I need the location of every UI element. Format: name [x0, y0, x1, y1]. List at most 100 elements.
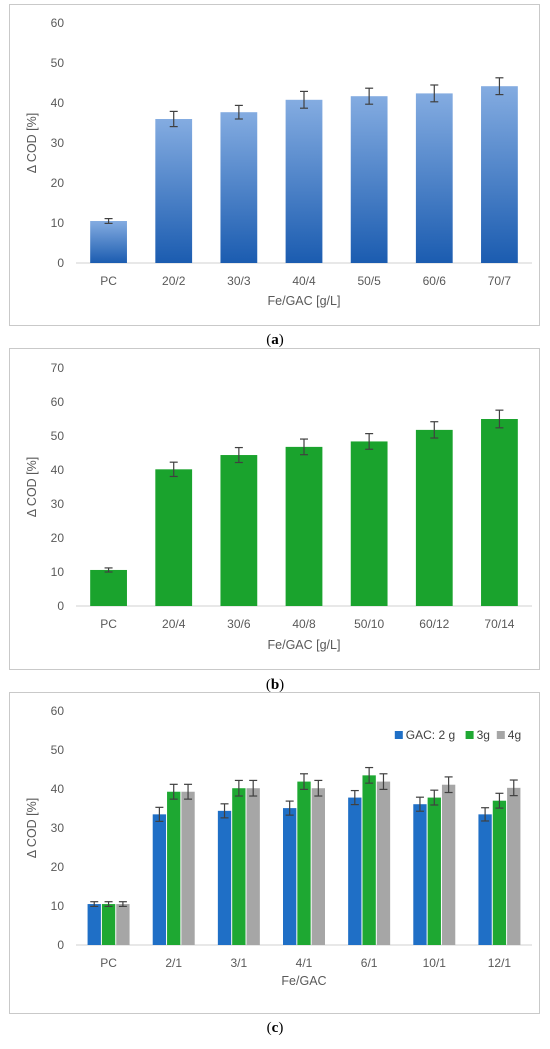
y-tick-label: 50: [51, 429, 65, 443]
bar: [181, 791, 195, 945]
legend-label: 4g: [508, 728, 521, 742]
x-axis-title: Fe/GAC [g/L]: [268, 294, 341, 308]
y-tick-label: 40: [51, 463, 65, 477]
y-tick-label: 40: [51, 782, 65, 796]
x-tick-label: 70/7: [488, 274, 512, 288]
bar: [350, 96, 388, 263]
bar: [167, 791, 181, 945]
bar: [415, 93, 453, 264]
legend-swatch: [465, 731, 474, 739]
y-tick-label: 10: [51, 216, 65, 230]
y-tick-label: 50: [51, 56, 65, 70]
bar: [348, 797, 362, 945]
chart-panel-b: 0 10 20 30 40 50 60 70 PC 20/4 30/6 40/8 50/10 60/12 7…: [9, 348, 540, 670]
x-tick-label: 20/4: [162, 617, 186, 631]
y-tick-label: 60: [51, 704, 65, 718]
bar: [413, 804, 427, 945]
bar: [217, 810, 232, 945]
y-tick-label: 70: [51, 361, 65, 375]
bar: [481, 86, 518, 263]
bar: [478, 814, 492, 945]
bar: [492, 800, 507, 945]
chart-a-svg: 0 10 20 30 40 50 60 PC 20/2 30/3 40/4 50/5 60/6 70/7 F…: [25, 16, 532, 308]
bar: [283, 808, 297, 945]
bar: [220, 455, 258, 606]
x-tick-label: 30/6: [227, 617, 251, 631]
chart-c-svg: 0 10 20 30 40 50 60 PC 2/1 3/1 4/1 6/1 10/1 12/1 Fe/GA…: [25, 704, 532, 988]
bar: [362, 775, 376, 945]
bar: [350, 441, 388, 606]
bar: [481, 419, 518, 606]
caption-c: (c): [266, 1020, 284, 1036]
bar: [155, 119, 193, 263]
y-tick-label: 30: [51, 497, 65, 511]
x-tick-label: 12/1: [488, 956, 512, 970]
chart-panel-a: 0 10 20 30 40 50 60 PC 20/2 30/3 40/4 50/5 60/6 70/7 F…: [9, 4, 540, 326]
bar: [220, 112, 258, 263]
x-tick-label: 10/1: [423, 956, 447, 970]
y-tick-label: 30: [51, 136, 65, 150]
bar: [311, 788, 325, 945]
bar: [155, 469, 193, 606]
bar: [152, 814, 167, 945]
y-tick-label: 0: [57, 938, 64, 952]
bar: [101, 904, 116, 945]
legend-label: 3g: [477, 728, 490, 742]
y-tick-label: 30: [51, 821, 65, 835]
x-tick-label: PC: [100, 274, 117, 288]
y-axis-title: Δ COD [%]: [25, 798, 39, 858]
x-tick-label: 50/10: [354, 617, 384, 631]
y-tick-label: 10: [51, 899, 65, 913]
x-tick-label: 70/14: [484, 617, 514, 631]
bar: [415, 429, 453, 606]
legend: GAC: 2 g 3g 4g: [394, 728, 521, 742]
bar: [285, 446, 323, 606]
y-tick-label: 60: [51, 16, 65, 30]
legend-label: GAC: 2 g: [406, 728, 455, 742]
legend-swatch: [394, 731, 403, 739]
y-tick-label: 10: [51, 565, 65, 579]
bar: [90, 221, 127, 263]
x-tick-label: 3/1: [231, 956, 248, 970]
bar: [427, 797, 441, 945]
x-tick-label: 30/3: [227, 274, 251, 288]
x-tick-label: 60/6: [423, 274, 447, 288]
x-tick-label: 40/8: [292, 617, 316, 631]
chart-b-svg: 0 10 20 30 40 50 60 70 PC 20/4 30/6 40/8 50/10 60/12 7…: [25, 361, 532, 652]
y-tick-label: 50: [51, 743, 65, 757]
bar: [116, 904, 130, 945]
x-tick-label: 40/4: [292, 274, 316, 288]
y-tick-label: 0: [57, 599, 64, 613]
x-tick-label: 20/2: [162, 274, 186, 288]
bar: [246, 788, 260, 945]
y-tick-label: 40: [51, 96, 65, 110]
x-tick-label: 2/1: [165, 956, 182, 970]
bar: [90, 569, 127, 606]
chart-panel-c: 0 10 20 30 40 50 60 PC 2/1 3/1 4/1 6/1 10/1 12/1 Fe/GA…: [9, 692, 540, 1014]
y-tick-label: 20: [51, 860, 65, 874]
x-tick-label: 4/1: [296, 956, 313, 970]
x-tick-label: 60/12: [419, 617, 449, 631]
caption-a: (a): [266, 332, 284, 348]
y-tick-label: 60: [51, 395, 65, 409]
bar: [441, 784, 456, 945]
x-tick-label: PC: [100, 956, 117, 970]
y-tick-label: 20: [51, 176, 65, 190]
bar: [87, 904, 101, 945]
y-tick-label: 0: [57, 256, 64, 270]
x-tick-label: 6/1: [361, 956, 378, 970]
x-axis-title: Fe/GAC: [281, 974, 326, 988]
bar: [297, 781, 311, 945]
bar: [285, 99, 323, 263]
y-axis-title: Δ COD [%]: [25, 113, 39, 173]
x-axis-title: Fe/GAC [g/L]: [268, 638, 341, 652]
x-tick-label: PC: [100, 617, 117, 631]
caption-b: (b): [265, 677, 285, 693]
legend-swatch: [496, 731, 505, 739]
bar: [507, 787, 521, 945]
y-axis-title: Δ COD [%]: [25, 457, 39, 517]
x-tick-label: 50/5: [357, 274, 381, 288]
bar: [376, 781, 391, 945]
y-tick-label: 20: [51, 531, 65, 545]
bar: [232, 788, 246, 945]
